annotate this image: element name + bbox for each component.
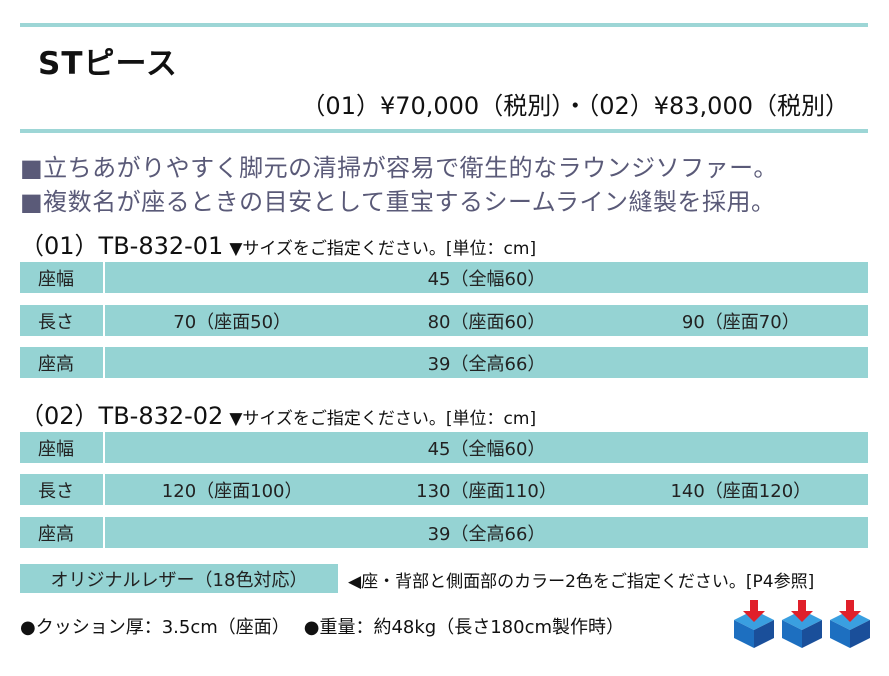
- model-name: （01）TB-832-01: [20, 232, 224, 260]
- spec-line: ●クッション厚：3.5cm（座面） ●重量：約48kg（長さ180cm製作時）: [20, 613, 638, 639]
- leather-note: ◀座・背部と側面部のカラー2色をご指定ください。[P4参照]: [348, 572, 815, 592]
- table-row-length: 長さ 70（座面50） 80（座面60） 90（座面70）: [20, 305, 868, 336]
- row-label: 座高: [20, 517, 105, 548]
- row-value: 140（座面120）: [670, 480, 812, 502]
- model-heading-02: （02）TB-832-02 ▼サイズをご指定ください。[単位：cm]: [20, 396, 536, 431]
- row-label: 座幅: [20, 432, 105, 463]
- intro-line: ■複数名が座るときの目安として重宝するシームライン縫製を採用。: [20, 188, 776, 216]
- leather-badge: オリジナルレザー（18色対応）: [20, 564, 338, 593]
- table-row-length: 長さ 120（座面100） 130（座面110） 140（座面120）: [20, 474, 868, 505]
- table-row-seat-width: 座幅 45（全幅60）: [20, 432, 868, 463]
- row-value: 70（座面50）: [173, 311, 292, 333]
- row-value: 45（全幅60）: [427, 438, 546, 460]
- row-label: 長さ: [20, 305, 105, 336]
- row-value: 120（座面100）: [161, 480, 303, 502]
- cube-arrow-icon: [734, 600, 774, 648]
- row-value: 90（座面70）: [681, 311, 800, 333]
- intro-line: ■立ちあがりやすく脚元の清掃が容易で衛生的なラウンジソファー。: [20, 154, 778, 182]
- row-value: 45（全幅60）: [427, 268, 546, 290]
- row-value: 80（座面60）: [427, 311, 546, 333]
- row-label: 座幅: [20, 262, 105, 293]
- model-hint: ▼サイズをご指定ください。[単位：cm]: [229, 239, 537, 259]
- cube-arrow-icon: [782, 600, 822, 648]
- row-label: 座高: [20, 347, 105, 378]
- row-label: 長さ: [20, 474, 105, 505]
- product-title: STピース: [38, 46, 178, 82]
- cube-icons: [732, 600, 872, 648]
- row-value: 39（全高66）: [427, 523, 546, 545]
- model-heading-01: （01）TB-832-01 ▼サイズをご指定ください。[単位：cm]: [20, 226, 536, 261]
- table-row-seat-width: 座幅 45（全幅60）: [20, 262, 868, 293]
- row-value: 130（座面110）: [416, 480, 557, 502]
- table-row-seat-height: 座高 39（全高66）: [20, 347, 868, 378]
- table-row-seat-height: 座高 39（全高66）: [20, 517, 868, 548]
- price-rule: [20, 129, 868, 133]
- weight-spec: ●重量：約48kg（長さ180cm製作時）: [303, 617, 625, 638]
- price-line: （01）¥70,000（税別）・（02）¥83,000（税別）: [301, 92, 849, 120]
- top-rule: [20, 23, 868, 27]
- cushion-spec: ●クッション厚：3.5cm（座面）: [20, 617, 290, 638]
- row-value: 39（全高66）: [427, 353, 546, 375]
- model-hint: ▼サイズをご指定ください。[単位：cm]: [229, 409, 537, 429]
- model-name: （02）TB-832-02: [20, 402, 224, 430]
- cube-arrow-icon: [830, 600, 870, 648]
